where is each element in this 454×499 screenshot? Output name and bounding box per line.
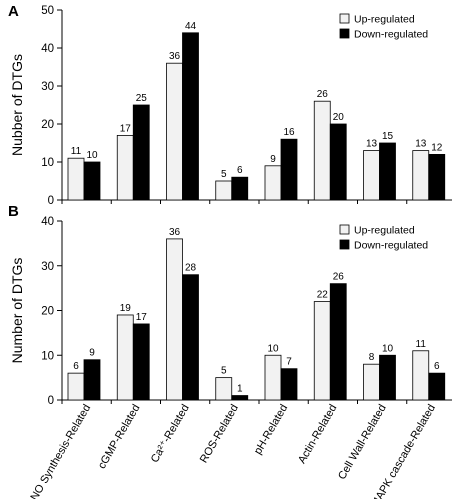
y-tick-label: 40 xyxy=(41,43,54,55)
bar-down-regulated xyxy=(428,153,446,201)
data-label: 19 xyxy=(120,303,132,314)
data-label: 7 xyxy=(286,357,292,368)
legend-swatch-down xyxy=(339,239,350,250)
panel-letter: A xyxy=(8,3,19,20)
data-label: 44 xyxy=(185,21,197,32)
data-label: 36 xyxy=(169,227,181,238)
y-tick-label: 0 xyxy=(48,395,54,407)
bar-up-regulated xyxy=(116,134,134,201)
legend-label: Up-regulated xyxy=(354,14,415,26)
data-label: 6 xyxy=(237,165,243,176)
y-tick-label: 0 xyxy=(48,195,54,207)
legend-swatch-down xyxy=(339,28,350,39)
bar-up-regulated xyxy=(363,363,380,401)
data-label: 20 xyxy=(333,112,345,123)
data-label: 17 xyxy=(136,312,148,323)
bar-down-regulated xyxy=(329,123,347,201)
data-label: 1 xyxy=(237,384,243,395)
bar-down-regulated xyxy=(231,176,249,201)
y-tick-label: 20 xyxy=(41,306,54,318)
data-label: 17 xyxy=(120,123,132,134)
data-label: 25 xyxy=(136,93,148,104)
bar-down-regulated xyxy=(132,323,150,401)
bar-down-regulated xyxy=(83,161,101,201)
x-category-label: ROS-Related xyxy=(198,403,241,466)
legend-label: Up-regulated xyxy=(354,225,415,237)
y-tick-label: 40 xyxy=(41,216,54,228)
data-label: 6 xyxy=(434,361,440,372)
data-label: 16 xyxy=(283,127,295,138)
bar-down-regulated xyxy=(329,283,347,401)
data-label: 13 xyxy=(415,139,427,150)
panel-letter: B xyxy=(8,203,19,220)
bar-down-regulated xyxy=(428,372,446,401)
data-label: 26 xyxy=(333,272,345,283)
y-tick-label: 10 xyxy=(41,350,54,362)
bar-down-regulated xyxy=(182,274,199,401)
data-label: 26 xyxy=(317,89,329,100)
data-label: 10 xyxy=(267,343,279,354)
bar-up-regulated xyxy=(67,157,85,201)
data-label: 10 xyxy=(86,150,98,161)
data-label: 13 xyxy=(366,139,378,150)
bar-up-regulated xyxy=(116,314,134,401)
data-label: 10 xyxy=(382,343,394,354)
x-category-label: cGMP-Related xyxy=(96,403,142,471)
legend-label: Down-regulated xyxy=(354,240,428,252)
bar-up-regulated xyxy=(166,238,183,401)
x-category-label: pH-Related xyxy=(252,403,290,457)
bar-down-regulated xyxy=(379,354,396,401)
legend-swatch-up xyxy=(339,13,350,24)
data-label: 22 xyxy=(317,290,329,301)
bar-down-regulated xyxy=(231,395,249,401)
y-tick-label: 30 xyxy=(41,261,54,273)
data-label: 12 xyxy=(431,142,443,153)
y-axis-label: Number of DTGs xyxy=(9,258,25,364)
bar-up-regulated xyxy=(215,377,233,401)
bar-down-regulated xyxy=(132,104,150,201)
data-label: 11 xyxy=(416,339,427,350)
data-label: 8 xyxy=(369,352,375,363)
x-category-label: Ca²⁺-Related xyxy=(149,403,192,465)
bar-down-regulated xyxy=(83,359,101,401)
panel-a: A Nubber of DTGs 0 10 20 30 40 50 11 10 17 25 36 44 5 6… xyxy=(8,3,452,207)
bar-up-regulated xyxy=(264,354,282,401)
bar-up-regulated xyxy=(313,301,331,401)
y-tick-label: 50 xyxy=(41,5,54,17)
x-category-label: Cell Wall-Related xyxy=(336,403,389,482)
bar-up-regulated xyxy=(313,100,331,201)
bar-up-regulated xyxy=(412,350,430,401)
bar-down-regulated xyxy=(280,138,298,201)
bar-up-regulated xyxy=(67,372,85,401)
bar-down-regulated xyxy=(280,368,298,401)
bar-up-regulated xyxy=(166,62,183,201)
data-label: 5 xyxy=(221,366,227,377)
data-label: 9 xyxy=(270,154,276,165)
y-tick-label: 20 xyxy=(41,119,54,131)
x-category-label: NO Synthesis-Related xyxy=(28,403,93,499)
y-tick-label: 30 xyxy=(41,81,54,93)
data-label: 36 xyxy=(169,51,181,62)
data-label: 9 xyxy=(89,348,95,359)
data-label: 11 xyxy=(71,146,82,157)
data-label: 6 xyxy=(73,361,79,372)
bar-up-regulated xyxy=(363,150,380,201)
category-labels: NO Synthesis-Related cGMP-Related Ca²⁺-Rel… xyxy=(28,403,438,499)
data-label: 5 xyxy=(221,169,227,180)
x-category-label: Actin-Related xyxy=(296,403,339,466)
y-tick-label: 10 xyxy=(41,157,54,169)
bar-up-regulated xyxy=(412,150,430,201)
data-label: 28 xyxy=(185,263,197,274)
data-label: 15 xyxy=(382,131,394,142)
bar-up-regulated xyxy=(264,165,282,201)
bar-down-regulated xyxy=(379,142,396,201)
legend-swatch-up xyxy=(339,224,350,235)
bar-up-regulated xyxy=(215,180,233,201)
bar-down-regulated xyxy=(182,32,199,201)
y-axis-label: Nubber of DTGs xyxy=(9,54,25,156)
legend-label: Down-regulated xyxy=(354,29,428,41)
